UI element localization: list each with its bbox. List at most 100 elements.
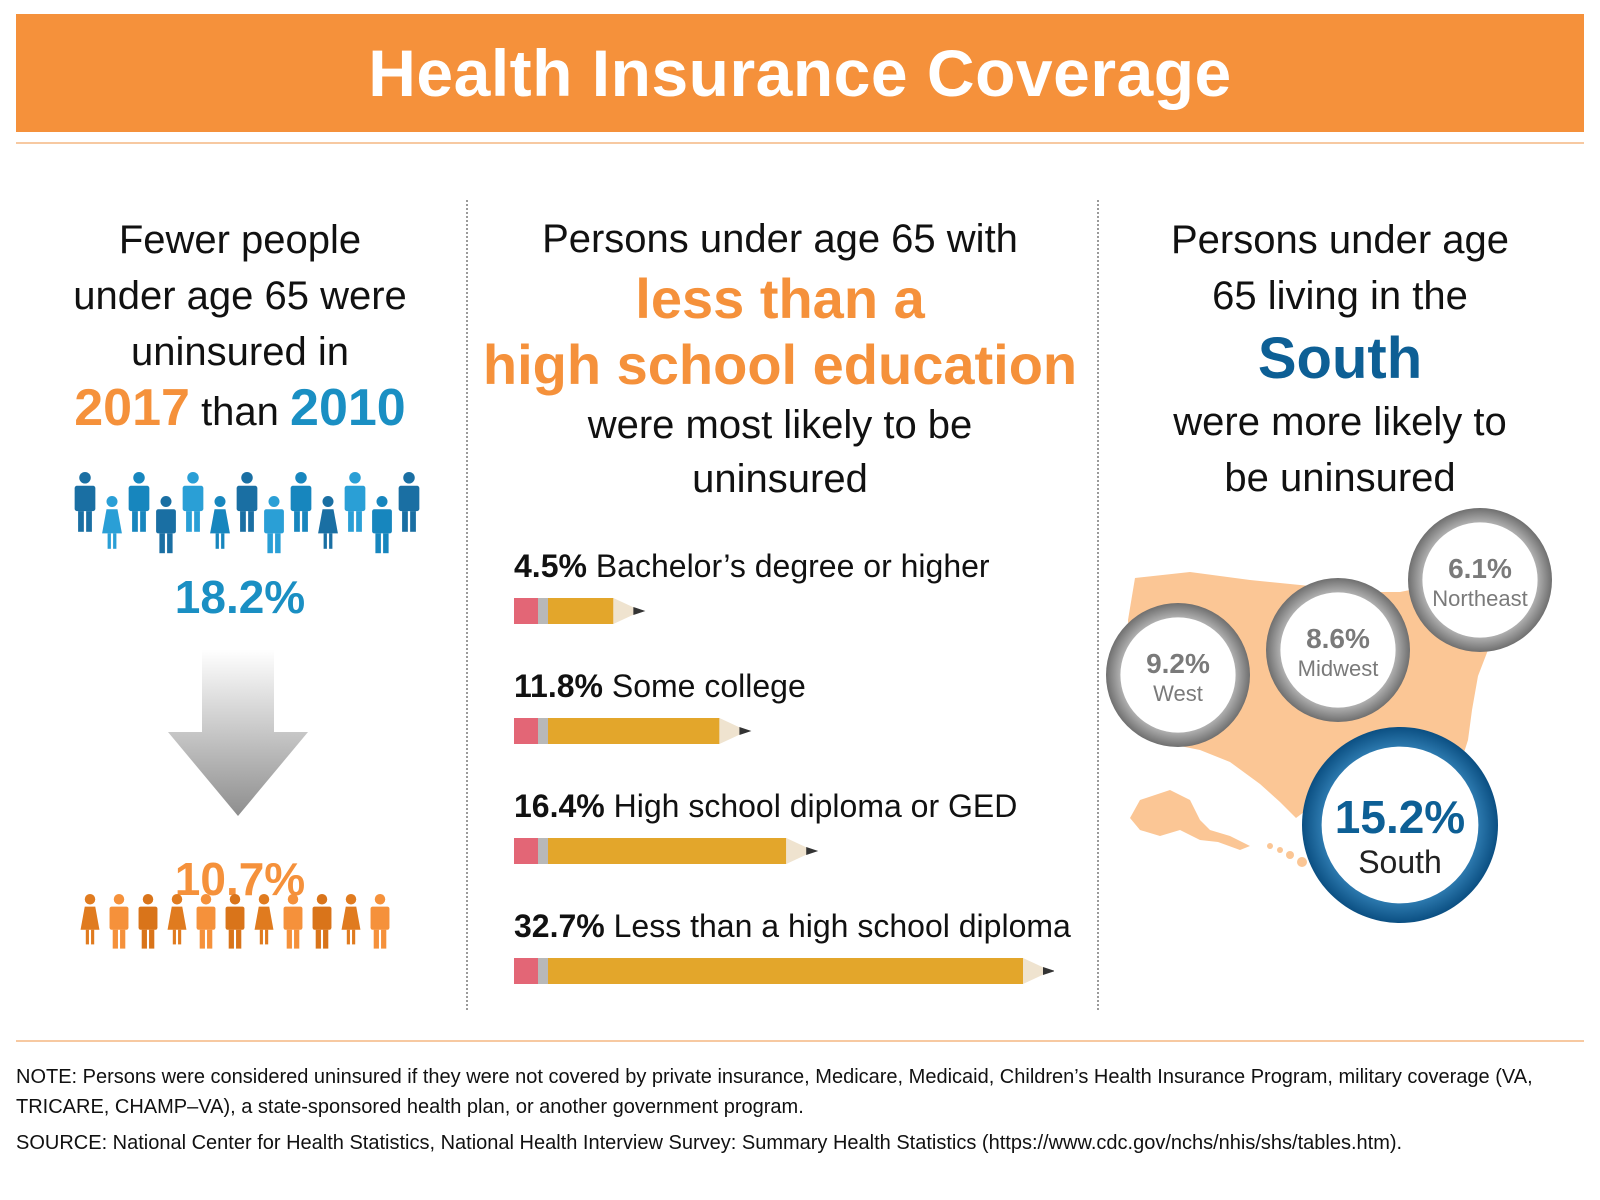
panel1-line2: under age 65 were (73, 274, 407, 318)
panel1-line3: uninsured in (131, 330, 349, 374)
person-male-icon (138, 894, 158, 949)
person-male-icon (312, 894, 332, 949)
pencil-tip (786, 838, 815, 864)
person-female-icon (167, 894, 187, 945)
person-male-icon (283, 894, 303, 949)
region-bubble-west: 9.2%West (1106, 603, 1250, 747)
person-female-icon (318, 496, 338, 549)
pencil-bar-less-than-hs (514, 958, 1054, 984)
people-icon-group-2010 (74, 472, 420, 554)
person-male-icon (398, 472, 420, 532)
source-text: SOURCE: National Center for Health Stati… (16, 1132, 1403, 1154)
eraser (514, 598, 538, 624)
person-male-icon (370, 894, 390, 949)
person-male-icon (156, 496, 176, 554)
eraser (514, 718, 538, 744)
value-label-2010: 18.2% (174, 571, 306, 623)
pencil-bar-some-college (514, 718, 752, 744)
region-name-label: Midwest (1298, 656, 1379, 681)
pencil-lead (806, 847, 819, 855)
panel2-line1: Persons under age 65 with (542, 217, 1018, 261)
panel2-line3: uninsured (692, 457, 868, 501)
region-name-label: West (1153, 681, 1203, 706)
pencil-tip (1023, 958, 1051, 984)
edu-category: Less than a high school diploma (613, 908, 1071, 944)
pencil-lead (739, 727, 752, 735)
edu-row-high-school: 16.4% High school diploma or GED (514, 788, 1017, 825)
ferrule (538, 718, 548, 744)
panel3-accent-south: South (1257, 326, 1423, 391)
panel2-line2: were most likely to be (587, 403, 973, 447)
edu-value: 32.7% (514, 908, 605, 944)
person-male-icon (74, 472, 96, 532)
person-female-icon (80, 894, 100, 945)
region-bubble-midwest: 8.6%Midwest (1266, 578, 1410, 722)
ferrule (538, 598, 548, 624)
edu-value: 11.8% (514, 668, 603, 704)
down-arrow-icon (168, 650, 308, 816)
person-male-icon (264, 496, 284, 554)
edu-category: Some college (611, 668, 806, 704)
edu-value: 16.4% (514, 788, 605, 824)
people-icon-group-2017 (80, 894, 390, 949)
ferrule (538, 958, 548, 984)
eraser (514, 958, 538, 984)
eraser (514, 838, 538, 864)
pencil-tip (719, 718, 748, 744)
ferrule (538, 838, 548, 864)
panel2-heading: Persons under age 65 with less than a hi… (470, 212, 1090, 506)
us-map-icon: 9.2%West8.6%Midwest6.1%Northeast15.2%Sou… (1106, 508, 1552, 923)
edu-row-bachelors: 4.5% Bachelor’s degree or higher (514, 548, 990, 585)
pencil-body-bar (548, 718, 720, 744)
page-title: Health Insurance Coverage (368, 36, 1232, 110)
region-name-label: Northeast (1432, 586, 1527, 611)
region-value-label: 6.1% (1448, 553, 1512, 584)
footer-divider (16, 1040, 1584, 1042)
panel3-line4: be uninsured (1224, 456, 1456, 500)
pencil-tip (613, 598, 642, 624)
edu-category: Bachelor’s degree or higher (595, 548, 990, 584)
header-divider (16, 142, 1584, 144)
person-male-icon (109, 894, 129, 949)
year-2017: 2017 (74, 379, 190, 437)
person-male-icon (196, 894, 216, 949)
pencil-body-bar (548, 838, 787, 864)
person-male-icon (128, 472, 150, 532)
title-banner: Health Insurance Coverage (16, 14, 1584, 132)
year-2010: 2010 (290, 379, 406, 437)
column-divider-left (466, 200, 468, 1010)
region-name-label: South (1358, 844, 1442, 880)
region-value-label: 9.2% (1146, 648, 1210, 679)
panel2-accent1: less than a (635, 267, 925, 330)
edu-row-less-than-hs: 32.7% Less than a high school diploma (514, 908, 1071, 945)
column-divider-right (1097, 200, 1099, 1010)
region-bubble-south: 15.2%South (1302, 727, 1498, 923)
person-female-icon (102, 496, 122, 549)
pencil-body-bar (548, 958, 1023, 984)
person-male-icon (182, 472, 204, 532)
panel2-accent2: high school education (482, 333, 1078, 396)
person-male-icon (236, 472, 258, 532)
person-male-icon (225, 894, 245, 949)
panel3-heading: Persons under age 65 living in the South… (1100, 212, 1580, 506)
edu-value: 4.5% (514, 548, 587, 584)
panel3-line3: were more likely to (1173, 400, 1507, 444)
panel1-line1: Fewer people (118, 218, 362, 262)
connector-than: than (201, 390, 279, 434)
person-female-icon (341, 894, 361, 945)
edu-row-some-college: 11.8% Some college (514, 668, 806, 705)
person-female-icon (254, 894, 274, 945)
pencil-body-bar (548, 598, 614, 624)
value-label-2017: 10.7% (174, 853, 306, 905)
panel1-years: 2017 than 2010 (20, 380, 460, 440)
pencil-lead (1043, 967, 1054, 975)
pencil-bar-bachelors (514, 598, 646, 624)
region-value-label: 15.2% (1335, 791, 1465, 843)
person-male-icon (372, 496, 392, 554)
region-value-label: 8.6% (1306, 623, 1370, 654)
note-text: NOTE: Persons were considered uninsured … (16, 1066, 1533, 1118)
hawaii-shape (1267, 843, 1307, 867)
panel3-line2: 65 living in the (1212, 274, 1468, 318)
region-bubble-northeast: 6.1%Northeast (1408, 508, 1552, 652)
person-male-icon (344, 472, 366, 532)
